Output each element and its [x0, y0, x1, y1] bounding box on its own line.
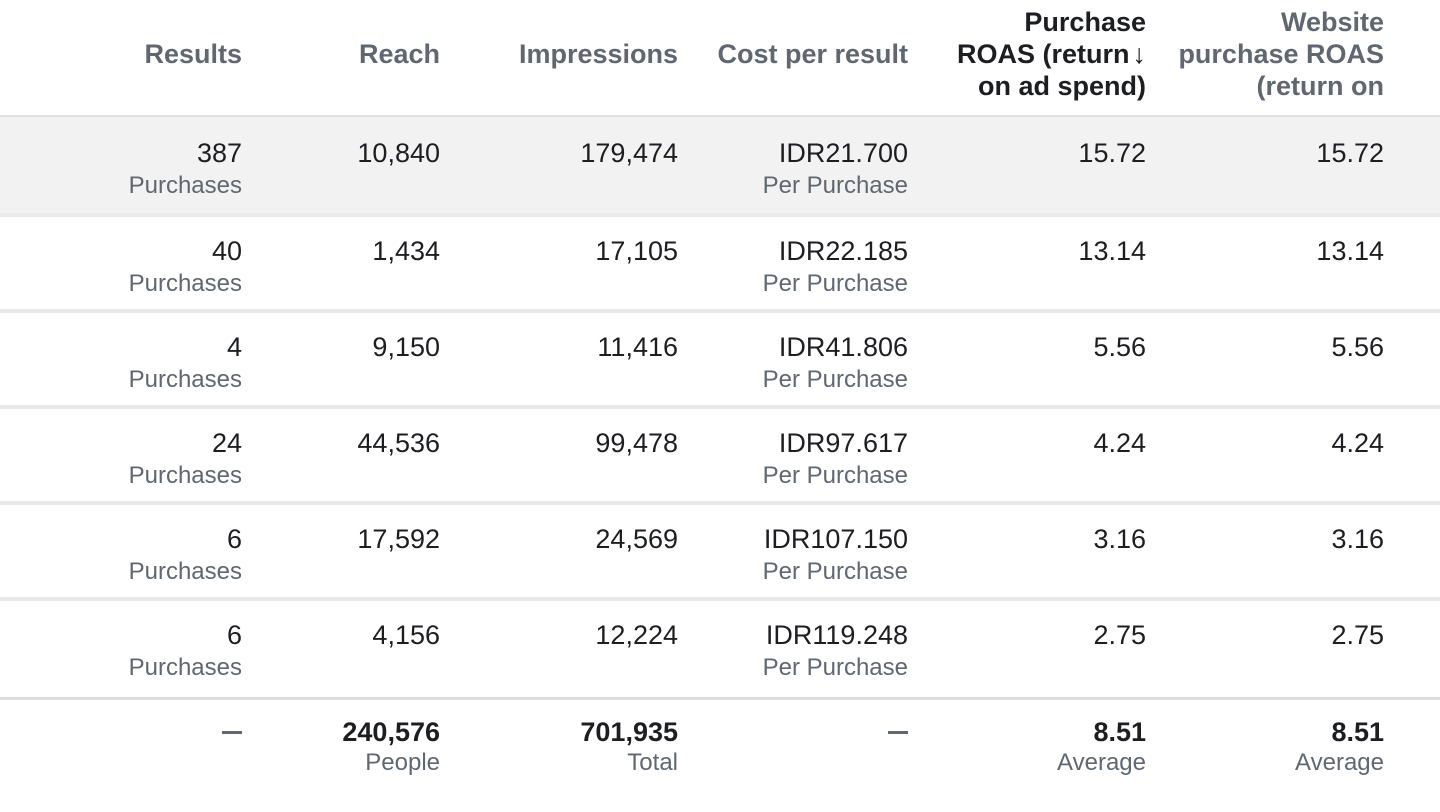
- impressions-cell: 11,416: [597, 332, 678, 362]
- purchase-roas-cell: 15.72: [1078, 138, 1146, 168]
- cost-per-result-cell: IDR119.248 Per Purchase: [762, 620, 908, 681]
- column-header-cost-per-result[interactable]: Cost per result: [717, 39, 908, 69]
- table-row[interactable]: 387 Purchases 10,840 179,474 IDR21.700 Per…: [0, 117, 1440, 217]
- results-cell: 387 Purchases: [128, 138, 242, 199]
- purchase-roas-cell: 2.75: [1093, 620, 1146, 650]
- column-header-reach[interactable]: Reach: [358, 39, 440, 69]
- purchase-roas-cell: 4.24: [1093, 428, 1146, 458]
- reach-cell: 17,592: [357, 524, 440, 554]
- results-cell: 6 Purchases: [128, 524, 242, 585]
- website-purchase-roas-average: 8.51 Average: [1295, 717, 1384, 776]
- reach-cell: 4,156: [372, 620, 440, 650]
- impressions-total: 701,935 Total: [580, 717, 678, 776]
- impressions-cell: 99,478: [595, 428, 678, 458]
- impressions-cell: 179,474: [580, 138, 678, 168]
- column-header-website-purchase-roas[interactable]: Website purchase ROAS (return on: [1178, 7, 1384, 101]
- cost-per-result-total-dash: [888, 731, 908, 734]
- table-header: Results Reach Impressions Cost per resul…: [0, 0, 1440, 117]
- reach-cell: 1,434: [372, 236, 440, 266]
- cost-per-result-cell: IDR21.700 Per Purchase: [762, 138, 908, 199]
- website-purchase-roas-cell: 15.72: [1316, 138, 1384, 168]
- reach-cell: 44,536: [357, 428, 440, 458]
- table-row[interactable]: 24 Purchases 44,536 99,478 IDR97.617 Per P…: [0, 409, 1440, 505]
- results-cell: 6 Purchases: [128, 620, 242, 681]
- purchase-roas-cell: 5.56: [1093, 332, 1146, 362]
- table-row[interactable]: 4 Purchases 9,150 11,416 IDR41.806 Per Pur…: [0, 313, 1440, 409]
- table-row[interactable]: 6 Purchases 4,156 12,224 IDR119.248 Per Pu…: [0, 601, 1440, 697]
- website-purchase-roas-cell: 2.75: [1331, 620, 1384, 650]
- results-cell: 24 Purchases: [128, 428, 242, 489]
- website-purchase-roas-cell: 3.16: [1331, 524, 1384, 554]
- table-summary-row: 240,576 People 701,935 Total 8.51 Average 8…: [0, 697, 1440, 812]
- results-cell: 4 Purchases: [128, 332, 242, 393]
- results-cell: 40 Purchases: [128, 236, 242, 297]
- reach-cell: 9,150: [372, 332, 440, 362]
- column-header-purchase-roas[interactable]: Purchase ROAS (return ↓ on ad spend): [956, 7, 1147, 101]
- cost-per-result-cell: IDR22.185 Per Purchase: [762, 236, 908, 297]
- results-total-dash: [222, 731, 242, 734]
- cost-per-result-cell: IDR107.150 Per Purchase: [762, 524, 908, 585]
- sort-descending-icon[interactable]: ↓: [1132, 39, 1147, 69]
- reach-cell: 10,840: [357, 138, 440, 168]
- impressions-cell: 17,105: [595, 236, 678, 266]
- table-row[interactable]: 6 Purchases 17,592 24,569 IDR107.150 Per P…: [0, 505, 1440, 601]
- website-purchase-roas-cell: 13.14: [1316, 236, 1384, 266]
- column-header-results[interactable]: Results: [144, 39, 242, 69]
- cost-per-result-cell: IDR97.617 Per Purchase: [762, 428, 908, 489]
- website-purchase-roas-cell: 4.24: [1331, 428, 1384, 458]
- column-header-impressions[interactable]: Impressions: [518, 39, 678, 69]
- purchase-roas-average: 8.51 Average: [1057, 717, 1146, 776]
- purchase-roas-cell: 13.14: [1078, 236, 1146, 266]
- website-purchase-roas-cell: 5.56: [1331, 332, 1384, 362]
- cost-per-result-cell: IDR41.806 Per Purchase: [762, 332, 908, 393]
- impressions-cell: 12,224: [595, 620, 678, 650]
- impressions-cell: 24,569: [595, 524, 678, 554]
- table-row[interactable]: 40 Purchases 1,434 17,105 IDR22.185 Per Pu…: [0, 217, 1440, 313]
- reach-total: 240,576 People: [342, 717, 440, 776]
- purchase-roas-cell: 3.16: [1093, 524, 1146, 554]
